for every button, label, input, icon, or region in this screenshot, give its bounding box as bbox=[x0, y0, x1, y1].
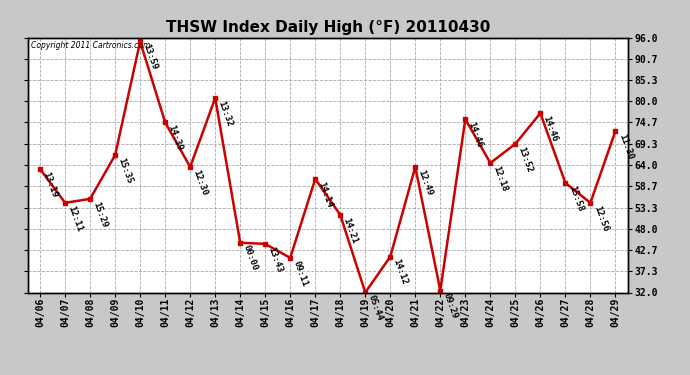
Text: 12:30: 12:30 bbox=[192, 168, 209, 197]
Text: 14:46: 14:46 bbox=[542, 115, 560, 143]
Text: 14:14: 14:14 bbox=[317, 180, 334, 209]
Text: 14:21: 14:21 bbox=[342, 216, 359, 244]
Text: 13:19: 13:19 bbox=[41, 170, 59, 199]
Text: 05:44: 05:44 bbox=[366, 294, 384, 322]
Text: 00:00: 00:00 bbox=[241, 244, 259, 272]
Text: 13:52: 13:52 bbox=[517, 145, 534, 174]
Text: 09:29: 09:29 bbox=[442, 292, 460, 320]
Text: 13:32: 13:32 bbox=[217, 99, 234, 128]
Text: 14:39: 14:39 bbox=[166, 124, 184, 152]
Text: 12:49: 12:49 bbox=[417, 168, 434, 197]
Text: 14:12: 14:12 bbox=[392, 258, 409, 286]
Text: 15:29: 15:29 bbox=[92, 200, 109, 229]
Text: 15:58: 15:58 bbox=[566, 184, 584, 213]
Text: Copyright 2011 Cartronics.com: Copyright 2011 Cartronics.com bbox=[30, 41, 150, 50]
Text: 15:35: 15:35 bbox=[117, 156, 134, 185]
Text: 12:18: 12:18 bbox=[492, 164, 509, 193]
Text: 12:56: 12:56 bbox=[592, 204, 609, 232]
Text: 13:59: 13:59 bbox=[141, 43, 159, 71]
Text: 14:46: 14:46 bbox=[466, 121, 484, 149]
Text: 11:30: 11:30 bbox=[617, 132, 634, 161]
Text: 09:11: 09:11 bbox=[292, 259, 309, 288]
Title: THSW Index Daily High (°F) 20110430: THSW Index Daily High (°F) 20110430 bbox=[166, 20, 490, 35]
Text: 12:11: 12:11 bbox=[66, 204, 84, 232]
Text: 13:43: 13:43 bbox=[266, 245, 284, 274]
